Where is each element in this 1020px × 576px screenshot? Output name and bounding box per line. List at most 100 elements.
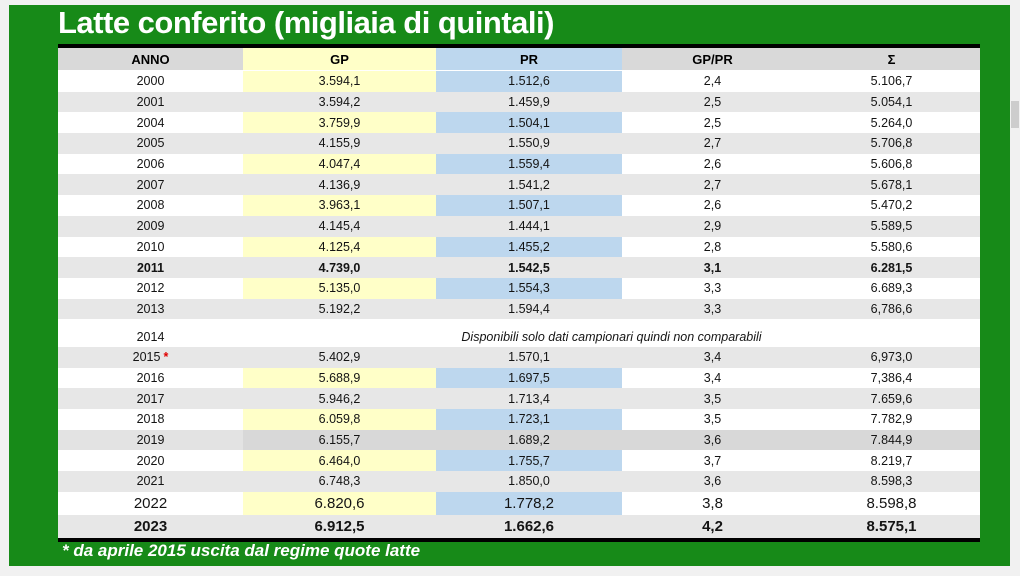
cell-gp[interactable]: 3.963,1 <box>243 195 436 216</box>
scrollbar-thumb[interactable] <box>1011 101 1019 128</box>
cell-gp[interactable]: 5.135,0 <box>243 277 436 299</box>
cell-sigma[interactable]: 5.678,1 <box>803 174 980 196</box>
cell-anno[interactable]: 2016 <box>58 367 243 389</box>
cell-sigma[interactable]: 5.706,8 <box>803 133 980 154</box>
cell-anno[interactable]: 2023 <box>58 514 243 538</box>
cell-gp[interactable]: 4.125,4 <box>243 236 436 258</box>
cell-gppr[interactable]: 2,8 <box>622 236 803 258</box>
cell-pr[interactable]: 1.444,1 <box>436 215 622 237</box>
cell-anno[interactable]: 2007 <box>58 174 243 196</box>
cell-sigma[interactable]: 5.580,6 <box>803 236 980 258</box>
cell-sigma[interactable]: 8.219,7 <box>803 450 980 472</box>
cell-gppr[interactable]: 3,5 <box>622 409 803 430</box>
cell-anno[interactable]: 2005 <box>58 133 243 154</box>
cell-sigma[interactable]: 5.106,7 <box>803 70 980 92</box>
cell-pr[interactable]: 1.570,1 <box>436 346 622 368</box>
cell-gppr[interactable]: 2,4 <box>622 70 803 92</box>
column-header-gp[interactable]: GP <box>243 48 436 71</box>
column-header-sigma[interactable]: Σ <box>803 48 980 71</box>
cell-gp[interactable]: 3.594,1 <box>243 70 436 92</box>
cell-pr[interactable]: 1.559,4 <box>436 153 622 175</box>
cell-gppr[interactable]: 3,7 <box>622 450 803 472</box>
cell-anno[interactable]: 2022 <box>58 491 243 515</box>
cell-anno[interactable]: 2009 <box>58 215 243 237</box>
cell-pr[interactable]: 1.459,9 <box>436 91 622 113</box>
cell-sigma[interactable]: 8.598,3 <box>803 471 980 492</box>
cell-sigma[interactable]: 8.575,1 <box>803 514 980 538</box>
cell-anno[interactable]: 2021 <box>58 471 243 492</box>
cell-gp[interactable]: 4.047,4 <box>243 153 436 175</box>
cell-gp[interactable]: 4.136,9 <box>243 174 436 196</box>
cell-pr[interactable]: 1.697,5 <box>436 367 622 389</box>
cell-sigma[interactable]: 6,973,0 <box>803 346 980 368</box>
cell-pr[interactable]: 1.723,1 <box>436 409 622 430</box>
cell-pr[interactable]: 1.541,2 <box>436 174 622 196</box>
cell-gp[interactable]: 6.059,8 <box>243 409 436 430</box>
cell-gp[interactable]: 4.739,0 <box>243 257 436 278</box>
cell-anno[interactable]: 2020 <box>58 450 243 472</box>
vertical-scrollbar[interactable] <box>1010 0 1020 576</box>
cell-gp[interactable]: 3.759,9 <box>243 112 436 134</box>
cell-sigma[interactable]: 5.054,1 <box>803 91 980 113</box>
cell-anno[interactable]: 2014 <box>58 326 243 347</box>
cell-sigma[interactable]: 7.659,6 <box>803 388 980 409</box>
cell-gppr[interactable]: 3,5 <box>622 388 803 409</box>
cell-sigma[interactable]: 5.589,5 <box>803 215 980 237</box>
cell-sigma[interactable]: 7,386,4 <box>803 367 980 389</box>
column-header-gppr[interactable]: GP/PR <box>622 48 803 71</box>
cell-sigma[interactable]: 7.782,9 <box>803 409 980 430</box>
cell-pr[interactable]: 1.594,4 <box>436 298 622 320</box>
cell-gp[interactable]: 5.946,2 <box>243 388 436 409</box>
cell-pr[interactable]: 1.778,2 <box>436 491 622 515</box>
cell-gp[interactable]: 3.594,2 <box>243 91 436 113</box>
cell-sigma[interactable]: 5.264,0 <box>803 112 980 134</box>
column-header-anno[interactable]: ANNO <box>58 48 243 71</box>
cell-anno[interactable]: 2013 <box>58 298 243 320</box>
cell-gp[interactable]: 6.748,3 <box>243 471 436 492</box>
cell-gppr[interactable]: 3,6 <box>622 471 803 492</box>
cell-gppr[interactable]: 3,3 <box>622 277 803 299</box>
cell-sigma[interactable]: 6.281,5 <box>803 257 980 278</box>
cell-gppr[interactable]: 2,5 <box>622 91 803 113</box>
cell-gp[interactable]: 4.145,4 <box>243 215 436 237</box>
cell-gp[interactable]: 6.820,6 <box>243 491 436 515</box>
cell-pr[interactable]: 1.662,6 <box>436 514 622 538</box>
cell-gppr[interactable]: 2,7 <box>622 133 803 154</box>
cell-sigma[interactable]: 7.844,9 <box>803 429 980 451</box>
cell-gppr[interactable]: 3,4 <box>622 367 803 389</box>
cell-anno[interactable]: 2015 * <box>58 346 243 368</box>
cell-pr[interactable]: 1.542,5 <box>436 257 622 278</box>
cell-gppr[interactable]: 2,7 <box>622 174 803 196</box>
cell-sigma[interactable]: 6.689,3 <box>803 277 980 299</box>
cell-pr[interactable]: 1.850,0 <box>436 471 622 492</box>
cell-gp[interactable]: 5.402,9 <box>243 346 436 368</box>
cell-pr[interactable]: 1.554,3 <box>436 277 622 299</box>
cell-gppr[interactable]: 2,9 <box>622 215 803 237</box>
cell-anno[interactable]: 2011 <box>58 257 243 278</box>
cell-sigma[interactable]: 5.606,8 <box>803 153 980 175</box>
cell-gp[interactable]: 6.155,7 <box>243 429 436 451</box>
cell-gp[interactable]: 6.464,0 <box>243 450 436 472</box>
cell-gppr[interactable]: 3,8 <box>622 491 803 515</box>
cell-anno[interactable]: 2019 <box>58 429 243 451</box>
cell-gp[interactable]: 5.688,9 <box>243 367 436 389</box>
column-header-pr[interactable]: PR <box>436 48 622 71</box>
cell-pr[interactable]: 1.512,6 <box>436 70 622 92</box>
cell-pr[interactable]: 1.755,7 <box>436 450 622 472</box>
cell-pr[interactable]: 1.550,9 <box>436 133 622 154</box>
cell-anno[interactable]: 2008 <box>58 195 243 216</box>
cell-gp[interactable]: 5.192,2 <box>243 298 436 320</box>
cell-pr[interactable]: 1.455,2 <box>436 236 622 258</box>
cell-gp[interactable]: 6.912,5 <box>243 514 436 538</box>
cell-gppr[interactable]: 3,1 <box>622 257 803 278</box>
cell-anno[interactable]: 2006 <box>58 153 243 175</box>
cell-gppr[interactable]: 3,4 <box>622 346 803 368</box>
cell-gppr[interactable]: 2,6 <box>622 195 803 216</box>
cell-sigma[interactable]: 8.598,8 <box>803 491 980 515</box>
cell-pr[interactable]: 1.507,1 <box>436 195 622 216</box>
cell-anno[interactable]: 2000 <box>58 70 243 92</box>
cell-gppr[interactable]: 4,2 <box>622 514 803 538</box>
cell-anno[interactable]: 2018 <box>58 409 243 430</box>
cell-anno[interactable]: 2012 <box>58 277 243 299</box>
cell-pr[interactable]: 1.504,1 <box>436 112 622 134</box>
